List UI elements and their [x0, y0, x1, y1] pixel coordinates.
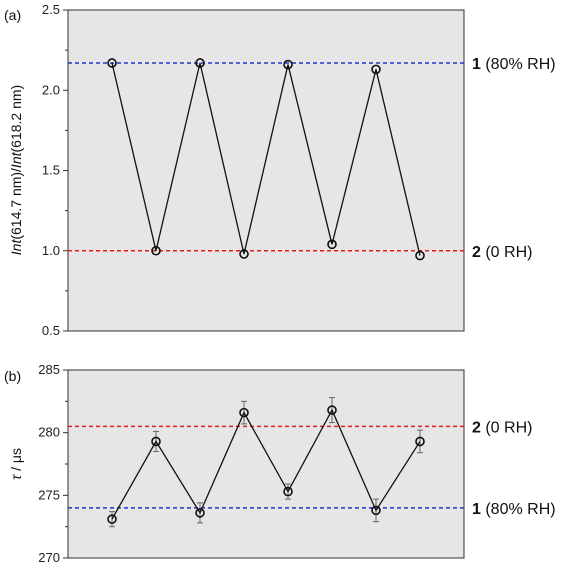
- series-a: [107, 58, 425, 261]
- reference-label-b-1: 1 (80% RH): [472, 501, 556, 518]
- data-point-a-0: [107, 58, 117, 68]
- y-tick-label-b-3: 285: [38, 362, 60, 377]
- data-point-a-2: [195, 58, 205, 68]
- reference-lines-a: 1 (80% RH) 2 (0 RH): [68, 56, 556, 261]
- y-label-a-part2: (614.7 nm)/: [8, 168, 24, 240]
- series-line-b: [111, 408, 421, 520]
- data-point-b-7: [415, 436, 425, 447]
- y-tick-label-a-4: 2.5: [42, 2, 60, 17]
- y-label-a-part1: Int: [8, 239, 24, 256]
- data-point-a-7: [415, 250, 425, 261]
- data-point-a-5: [327, 239, 337, 250]
- data-point-b-1: [151, 436, 161, 447]
- data-point-b-2: [195, 508, 205, 518]
- data-point-b-0: [107, 514, 117, 524]
- y-label-b-part2: / μs: [8, 448, 24, 475]
- data-point-b-5: [327, 405, 337, 415]
- series-line-a: [111, 62, 421, 256]
- y-tick-label-b-2: 280: [38, 425, 60, 440]
- y-ticks-a: 0.5 1.0 1.5 2.0 2.5: [42, 2, 68, 338]
- series-b: [107, 397, 425, 528]
- y-tick-label-b-0: 270: [38, 550, 60, 565]
- reference-label-b-0: 2 (0 RH): [472, 419, 532, 436]
- data-point-a-1: [151, 245, 161, 256]
- y-axis-label-a: Int(614.7 nm)/Int(618.2 nm): [8, 85, 24, 255]
- y-tick-label-a-2: 1.5: [42, 163, 60, 178]
- plot-area-a: [67, 9, 465, 332]
- plot-area-b: [67, 369, 465, 559]
- panel-b: (b) τ / μs 270 275 280 285 2 (0 RH) 1 (80% R…: [4, 362, 556, 565]
- panel-label-a: (a): [4, 7, 21, 23]
- y-ticks-b: 270 275 280 285: [38, 362, 68, 565]
- reference-label-a-1: 2 (0 RH): [472, 244, 532, 261]
- reference-lines-b: 2 (0 RH) 1 (80% RH): [68, 419, 556, 518]
- data-point-b-3: [239, 407, 249, 418]
- panel-a: (a) Int(614.7 nm)/Int(618.2 nm) 0.51.01.…: [4, 2, 556, 338]
- data-point-a-6: [371, 64, 381, 75]
- data-point-a-4: [283, 59, 293, 70]
- panel-label-b: (b): [4, 368, 21, 384]
- y-label-a-part3: Int: [8, 151, 24, 168]
- y-label-a-part4: (618.2 nm): [8, 85, 24, 153]
- y-tick-label-b-1: 275: [38, 487, 60, 502]
- data-point-b-6: [371, 505, 381, 516]
- data-point-a-3: [239, 249, 249, 259]
- y-tick-label-a-0: 0.5: [42, 323, 60, 338]
- data-point-b-4: [283, 486, 293, 497]
- y-tick-label-a-3: 2.0: [42, 82, 60, 97]
- y-tick-label-a-1: 1.0: [42, 243, 60, 258]
- reference-label-a-0: 1 (80% RH): [472, 56, 556, 73]
- y-axis-label-b: τ / μs: [8, 448, 24, 480]
- y-label-b-part1: τ: [8, 474, 24, 480]
